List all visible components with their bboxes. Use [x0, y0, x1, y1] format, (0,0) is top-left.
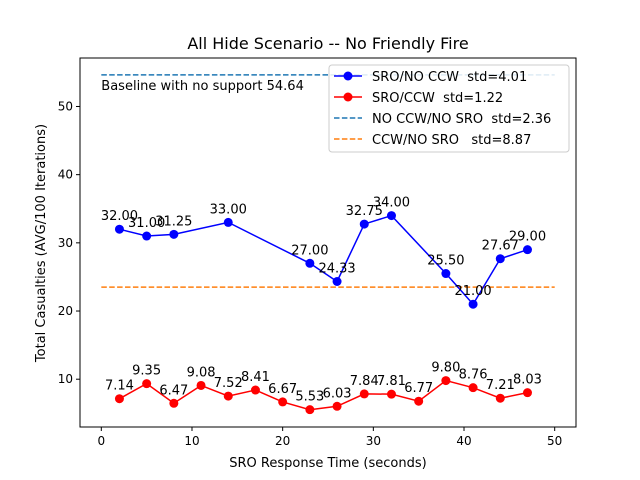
data-label-s1-2: 6.47	[159, 383, 188, 398]
data-label-s0-2: 31.25	[155, 214, 192, 229]
data-label-s1-11: 6.77	[404, 381, 433, 396]
data-label-s1-1: 9.35	[132, 364, 161, 379]
axis-ticks: 0 10 20 30 40 50 10 20 30 40 50	[58, 99, 563, 448]
legend-entry-ccw-no-sro: CCW/NO SRO std=8.87	[334, 133, 531, 148]
y-tick-label-30: 30	[58, 236, 73, 250]
data-point-s0-4	[305, 258, 315, 268]
data-label-s0-11: 29.00	[509, 230, 546, 245]
data-point-s0-10	[495, 254, 505, 264]
data-label-s0-3: 33.00	[210, 202, 247, 217]
data-label-s1-6: 6.67	[268, 382, 297, 397]
legend-entry-sro-ccw: SRO/CCW std=1.22	[334, 91, 503, 106]
y-tick-label-40: 40	[58, 168, 73, 182]
series-line-0	[119, 214, 528, 306]
y-axis-label: Total Casualties (AVG/100 Iterations)	[34, 124, 49, 363]
data-label-s0-4: 27.00	[291, 243, 328, 258]
data-point-s1-12	[441, 376, 451, 386]
data-point-s1-11	[414, 396, 424, 406]
data-point-s0-1	[142, 231, 152, 241]
data-label-s1-14: 7.21	[486, 378, 515, 393]
legend-entry-no-ccw-no-sro: NO CCW/NO SRO std=2.36	[334, 112, 551, 127]
data-label-s1-12: 9.80	[431, 361, 460, 376]
data-point-s1-7	[305, 405, 315, 415]
data-point-s1-13	[468, 383, 478, 393]
series-line-1	[119, 379, 528, 411]
legend-marker-sro-ccw	[343, 92, 353, 102]
x-tick-label-30: 30	[366, 434, 381, 448]
chart-title: All Hide Scenario -- No Friendly Fire	[187, 34, 468, 53]
legend-entry-sro-no-ccw: SRO/NO CCW std=4.01	[334, 70, 527, 85]
data-point-s1-0	[114, 394, 124, 404]
data-point-s0-11	[522, 245, 532, 255]
data-point-s0-5	[332, 277, 342, 286]
data-point-s0-9	[468, 299, 478, 309]
data-point-s0-3	[223, 217, 233, 227]
data-label-s1-3: 9.08	[187, 365, 216, 380]
x-tick-label-0: 0	[97, 434, 105, 448]
data-label-s0-7: 34.00	[373, 196, 410, 211]
data-point-s0-2	[169, 229, 179, 239]
legend-label-sro-ccw: SRO/CCW std=1.22	[372, 91, 503, 106]
plot-area: Baseline with no support 54.64 32.0031.00…	[101, 74, 555, 415]
legend-label-no-ccw-no-sro: NO CCW/NO SRO std=2.36	[372, 112, 551, 127]
y-tick-label-20: 20	[58, 304, 73, 318]
data-label-s0-1: 31.00	[128, 216, 165, 231]
data-point-s1-4	[223, 391, 233, 401]
y-tick-label-10: 10	[58, 372, 73, 386]
data-point-s1-5	[250, 385, 260, 395]
x-tick-label-50: 50	[547, 434, 562, 448]
data-point-s1-10	[386, 389, 396, 399]
data-point-s1-15	[522, 388, 532, 398]
data-point-s0-0	[114, 224, 124, 234]
data-point-s1-2	[169, 398, 179, 408]
data-label-s1-0: 7.14	[105, 379, 134, 394]
data-point-s0-7	[386, 211, 396, 221]
data-label-s0-0: 32.00	[101, 209, 138, 224]
data-label-s1-13: 8.76	[459, 368, 488, 383]
data-point-s1-9	[359, 389, 369, 399]
legend-box	[328, 64, 570, 153]
data-point-s0-8	[441, 269, 451, 279]
data-label-s0-10: 27.67	[482, 239, 519, 254]
data-label-s1-9: 7.84	[350, 374, 379, 389]
data-label-s1-4: 7.52	[214, 376, 243, 391]
data-label-s1-5: 8.41	[241, 370, 270, 385]
data-point-s1-14	[495, 393, 505, 403]
legend: SRO/NO CCW std=4.01 SRO/CCW std=1.22 NO …	[328, 64, 570, 153]
x-tick-label-40: 40	[456, 434, 471, 448]
data-label-s0-9: 21.00	[454, 284, 491, 299]
legend-marker-sro-no-ccw	[343, 71, 353, 81]
data-label-s1-15: 8.03	[513, 373, 542, 388]
data-label-s0-5: 24.33	[318, 262, 355, 277]
data-label-s1-10: 7.81	[377, 374, 406, 389]
x-tick-label-20: 20	[275, 434, 290, 448]
data-point-s0-6	[359, 219, 369, 229]
legend-label-ccw-no-sro: CCW/NO SRO std=8.87	[372, 133, 531, 148]
data-point-s1-1	[142, 379, 152, 389]
y-tick-label-50: 50	[58, 99, 73, 113]
data-label-s0-8: 25.50	[427, 254, 464, 269]
annotation-0: Baseline with no support 54.64	[101, 79, 304, 94]
data-point-s1-3	[196, 380, 206, 390]
data-point-s1-6	[278, 397, 288, 407]
data-point-s1-8	[332, 401, 342, 411]
data-label-s1-7: 5.53	[295, 390, 324, 405]
x-axis-label: SRO Response Time (seconds)	[229, 456, 426, 471]
legend-label-sro-no-ccw: SRO/NO CCW std=4.01	[372, 70, 527, 85]
x-tick-label-10: 10	[184, 434, 199, 448]
data-label-s1-8: 6.03	[323, 386, 352, 401]
data-label-s0-6: 32.75	[346, 204, 383, 219]
